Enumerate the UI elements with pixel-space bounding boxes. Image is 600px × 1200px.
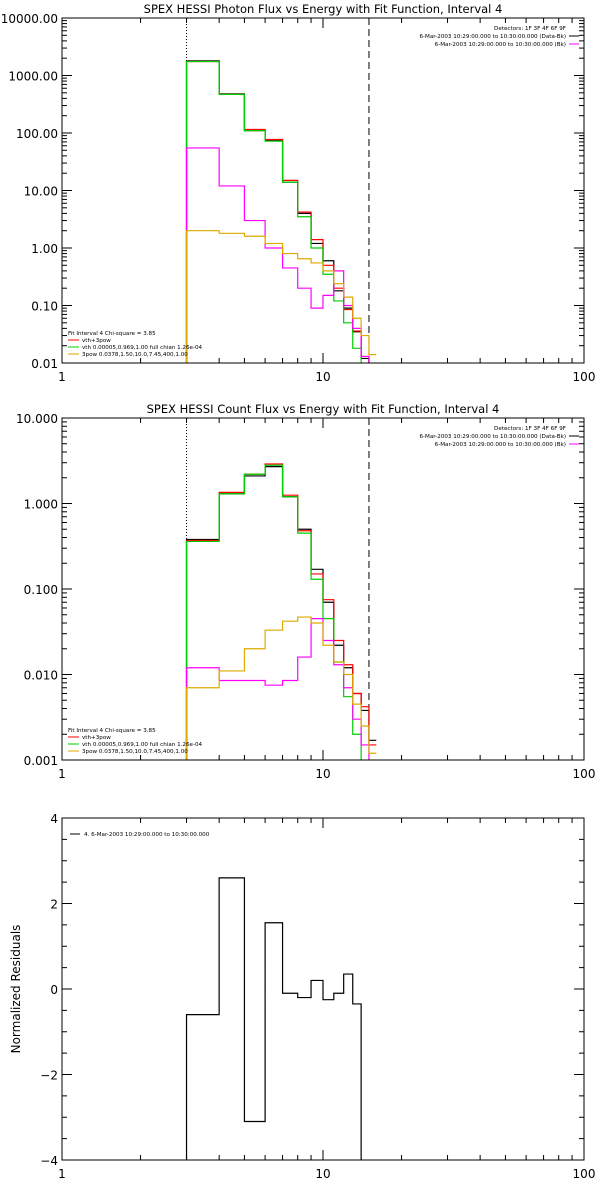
legend-entry: vth 0.00005,0.969,1.00 full chian 1.26e-… bbox=[82, 742, 203, 748]
x-tick-label: 10 bbox=[315, 767, 330, 781]
legend-entry: vth+3pow bbox=[82, 338, 111, 344]
legend-entry: Fit Interval 4 Chi-square = 3.85 bbox=[68, 331, 156, 337]
y-tick-label: 0.010 bbox=[24, 669, 58, 683]
legend-entry: Detectors: 1F 3F 4F 6F 9F bbox=[494, 26, 566, 32]
histogram-series-3 bbox=[185, 60, 362, 363]
axis-frame bbox=[61, 17, 585, 364]
x-tick-label: 10 bbox=[315, 370, 330, 384]
legend-entry: Fit Interval 4 Chi-square = 3.85 bbox=[68, 728, 156, 734]
x-tick-label: 100 bbox=[573, 370, 596, 384]
legend-entry: 4. 6-Mar-2003 10:29:00.000 to 10:30:00.0… bbox=[84, 832, 210, 838]
histogram-series-2 bbox=[185, 463, 377, 760]
panel-2: SPEX HESSI Count Flux vs Energy with Fit… bbox=[16, 402, 596, 781]
data-series-group bbox=[185, 463, 377, 760]
x-tick-label: 100 bbox=[573, 1167, 596, 1181]
histogram-series-1 bbox=[185, 60, 370, 363]
histogram-series-5 bbox=[185, 616, 377, 760]
y-tick-label: 10000.00 bbox=[1, 12, 58, 26]
histogram-series-5 bbox=[185, 230, 377, 363]
y-tick-label: 0.001 bbox=[24, 754, 58, 768]
y-tick-label: 0.01 bbox=[31, 357, 58, 371]
y-axis-label: Normalized Residuals bbox=[9, 925, 23, 1054]
data-series-group bbox=[185, 60, 377, 363]
x-tick-label: 100 bbox=[573, 767, 596, 781]
y-tick-label: 1.000 bbox=[24, 498, 58, 512]
histogram-series-4 bbox=[185, 618, 370, 760]
x-tick-label: 1 bbox=[58, 1167, 66, 1181]
histogram-series-1 bbox=[185, 466, 377, 760]
legend-entry: 6-Mar-2003 10:29:00.000 to 10:30:00.000 … bbox=[419, 34, 566, 40]
panel-1: SPEX HESSI Photon Flux vs Energy with Fi… bbox=[1, 2, 596, 384]
y-tick-label: 10.00 bbox=[24, 185, 58, 199]
legend-entry: 3pow 0.0378,1.50,10.0,7.45,400,1.00 bbox=[82, 352, 188, 358]
histogram-series-4 bbox=[185, 147, 370, 363]
histogram-series-2 bbox=[185, 60, 370, 363]
y-tick-label: 100.00 bbox=[16, 127, 58, 141]
y-tick-label: 0 bbox=[50, 983, 58, 997]
x-tick-label: 10 bbox=[315, 1167, 330, 1181]
y-tick-label: 2 bbox=[50, 898, 58, 912]
x-tick-label: 1 bbox=[58, 370, 66, 384]
legend-entry: 6-Mar-2003 10:29:00.000 to 10:30:00.000 … bbox=[419, 434, 566, 440]
legend-entry: vth 0.00005,0.969,1.00 full chian 1.26e-… bbox=[82, 345, 203, 351]
histogram-series-1 bbox=[185, 877, 362, 1160]
y-tick-label: 0.10 bbox=[31, 300, 58, 314]
y-tick-label: 0.100 bbox=[24, 583, 58, 597]
legend-entry: vth+3pow bbox=[82, 735, 111, 741]
legend-entry: 6-Mar-2003 10:29:00.000 to 10:30:00.000 … bbox=[435, 442, 566, 448]
axis-frame bbox=[61, 417, 585, 761]
y-tick-label: 4 bbox=[50, 812, 58, 826]
y-tick-label: −4 bbox=[40, 1154, 58, 1168]
legend-entry: Detectors: 1F 3F 4F 6F 9F bbox=[494, 426, 566, 432]
data-series-group bbox=[185, 877, 362, 1160]
y-tick-label: −2 bbox=[40, 1069, 58, 1083]
panel-3: Normalized Residuals 1 10 100 −4 −2 0 2 4 4. 6-Ma… bbox=[9, 812, 595, 1181]
y-tick-label: 10.000 bbox=[16, 412, 58, 426]
y-tick-label: 1000.00 bbox=[8, 70, 58, 84]
chart-title: SPEX HESSI Photon Flux vs Energy with Fi… bbox=[144, 2, 503, 16]
y-tick-label: 1.00 bbox=[31, 242, 58, 256]
legend-entry: 6-Mar-2003 10:29:00.000 to 10:30:00.000 … bbox=[435, 42, 566, 48]
x-tick-label: 1 bbox=[58, 767, 66, 781]
histogram-series-3 bbox=[185, 464, 362, 760]
chart-title: SPEX HESSI Count Flux vs Energy with Fit… bbox=[147, 402, 500, 416]
legend-entry: 3pow 0.0378,1.50,10.0,7.45,400,1.00 bbox=[82, 749, 188, 755]
axis-frame bbox=[61, 817, 585, 1161]
